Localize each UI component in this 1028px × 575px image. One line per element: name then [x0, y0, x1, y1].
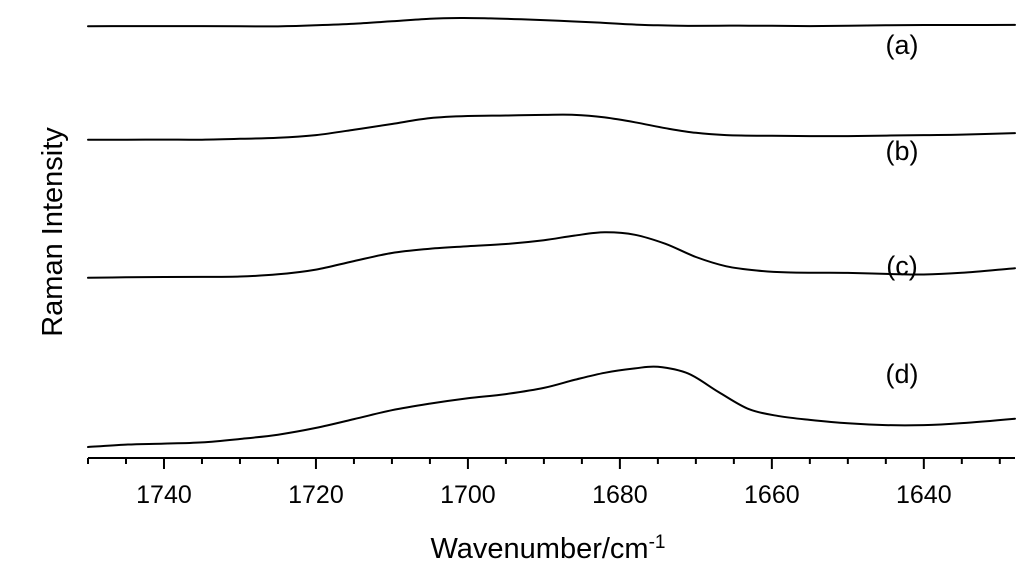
series-label-c: (c): [886, 251, 917, 281]
series-curve-b: [87, 113, 1016, 141]
x-tick-label: 1680: [592, 481, 648, 509]
series-labels: (a) (b) (c) (d): [886, 30, 919, 389]
x-tick-label: 1640: [896, 481, 952, 509]
series-curve-c: [87, 231, 1016, 279]
x-axis-ticks: [87, 458, 1001, 469]
x-tick-label: 1720: [288, 481, 344, 509]
x-tick-label: 1740: [136, 481, 192, 509]
series-label-d: (d): [886, 359, 919, 389]
x-axis-title: Wavenumber/cm-1: [430, 532, 665, 566]
series-curve-d: [87, 365, 1016, 448]
series-label-a: (a): [886, 30, 919, 60]
x-axis-title-superscript: -1: [649, 532, 666, 553]
y-axis-title: Raman Intensity: [37, 127, 69, 337]
series-curves: [87, 16, 1016, 448]
x-tick-label: 1700: [440, 481, 496, 509]
x-tick-label: 1660: [744, 481, 800, 509]
series-curve-a: [87, 16, 1016, 28]
x-axis-tick-labels: 1740 1720 1700 1680 1660 1640: [136, 481, 951, 509]
series-label-b: (b): [886, 136, 919, 166]
